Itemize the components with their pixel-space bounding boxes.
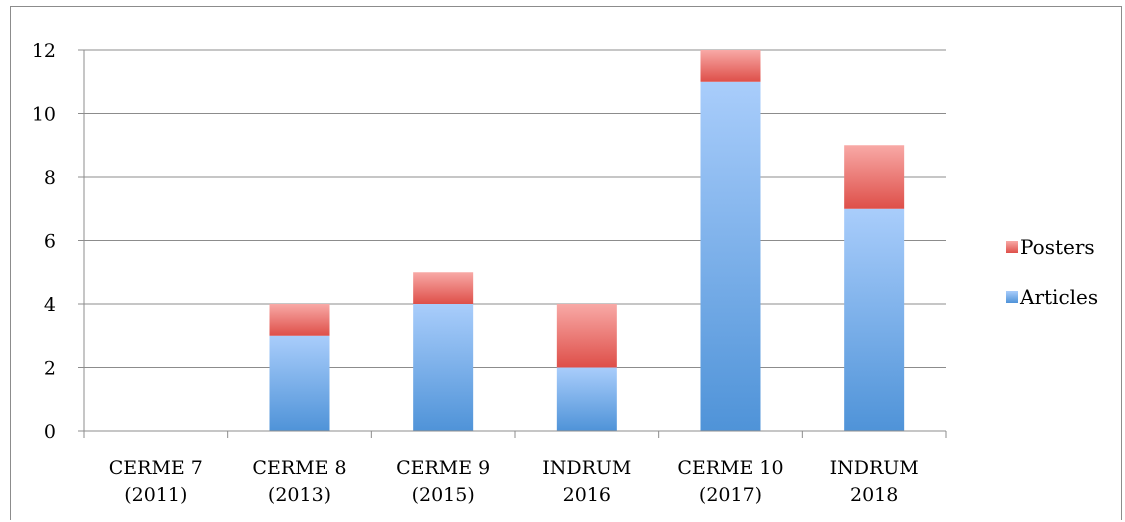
bar-articles	[556, 367, 617, 431]
y-tick-label: 2	[44, 358, 56, 380]
x-category-label: INDRUM	[542, 457, 631, 479]
y-tick-label: 8	[44, 167, 56, 189]
legend-label-posters: Posters	[1020, 235, 1095, 259]
bar-posters	[413, 272, 474, 304]
bar-articles	[700, 81, 761, 431]
legend: Posters Articles	[1006, 235, 1098, 309]
gridlines	[78, 49, 946, 432]
bar-posters	[269, 304, 330, 336]
legend-swatch-articles	[1006, 291, 1018, 303]
bar-posters	[844, 145, 905, 209]
y-tick-label: 10	[32, 104, 56, 126]
x-category-label: (2017)	[699, 484, 762, 506]
bars	[269, 50, 905, 431]
legend-label-articles: Articles	[1019, 285, 1098, 309]
labels: 0 2 4 6 8 10 12 CERME 7 (2011) CERME 8 (2013) CERME…	[32, 40, 919, 506]
bar-articles	[269, 335, 330, 431]
y-tick-label: 12	[32, 40, 56, 62]
x-category-label: CERME 8	[252, 457, 346, 479]
x-category-label: (2013)	[268, 484, 331, 506]
bar-posters	[556, 304, 617, 368]
x-category-label: 2018	[850, 484, 898, 506]
bar-articles	[413, 304, 474, 431]
bar-articles	[844, 208, 905, 431]
y-tick-label: 6	[44, 231, 56, 253]
x-category-label: (2011)	[124, 484, 187, 506]
chart-frame	[10, 6, 1122, 520]
legend-swatch-posters	[1006, 241, 1018, 253]
x-category-label: 2016	[563, 484, 611, 506]
x-category-label: CERME 7	[109, 457, 203, 479]
y-tick-label: 0	[44, 421, 56, 443]
x-category-label: CERME 10	[677, 457, 783, 479]
x-category-label: CERME 9	[396, 457, 490, 479]
x-category-label: INDRUM	[830, 457, 919, 479]
axes	[83, 50, 947, 438]
bar-posters	[700, 50, 761, 82]
x-category-label: (2015)	[412, 484, 475, 506]
y-tick-label: 4	[44, 294, 56, 316]
